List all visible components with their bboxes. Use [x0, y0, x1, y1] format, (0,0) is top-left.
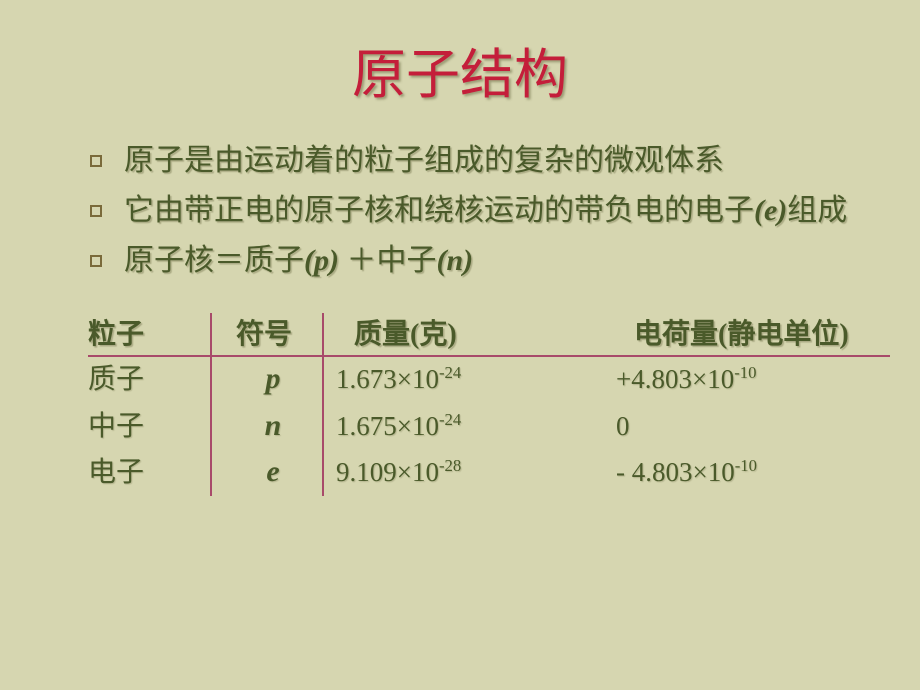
- bullet-em: (e): [754, 194, 787, 227]
- cell-symbol: n: [218, 403, 336, 450]
- page-title: 原子结构: [60, 30, 860, 109]
- bullet-item: 原子是由运动着的粒子组成的复杂的微观体系: [90, 137, 860, 185]
- table-vline: [210, 449, 212, 496]
- header-symbol: 符号: [218, 313, 354, 356]
- bullet-em: (p): [304, 244, 339, 277]
- header-particle: 粒子: [88, 313, 218, 356]
- cell-mass: 9.109×10-28: [336, 452, 616, 494]
- slide: 原子结构 原子是由运动着的粒子组成的复杂的微观体系 它由带正电的原子核和绕核运动…: [0, 0, 920, 690]
- table-vline: [210, 403, 212, 450]
- cell-charge: - 4.803×10-10: [616, 452, 860, 494]
- bullet-text-post: 组成: [787, 194, 847, 227]
- table-row: 电子 e 9.109×10-28 - 4.803×10-10: [88, 449, 860, 496]
- table-row: 中子 n 1.675×10-24 0: [88, 403, 860, 450]
- header-mass: 质量(克): [354, 313, 634, 356]
- particle-table: 粒子 符号 质量(克) 电荷量(静电单位) 质子 p 1.673×10-24 +…: [88, 313, 860, 496]
- bullet-text-mid: ＋中子: [339, 244, 437, 277]
- cell-particle: 质子: [88, 358, 218, 401]
- bullet-item: 它由带正电的原子核和绕核运动的带负电的电子(e)组成: [90, 187, 860, 235]
- bullet-text: 原子是由运动着的粒子组成的复杂的微观体系: [124, 144, 724, 177]
- cell-symbol: p: [218, 356, 336, 403]
- bullet-text-pre: 原子核＝质子: [124, 244, 304, 277]
- bullet-item: 原子核＝质子(p) ＋中子(n): [90, 237, 860, 285]
- table-header-row: 粒子 符号 质量(克) 电荷量(静电单位): [88, 313, 860, 356]
- table-vline: [322, 313, 324, 356]
- cell-symbol: e: [218, 449, 336, 496]
- cell-mass: 1.673×10-24: [336, 359, 616, 401]
- table-vline: [210, 356, 212, 403]
- bullet-em: (n): [436, 244, 473, 277]
- header-charge: 电荷量(静电单位): [634, 313, 860, 356]
- bullet-text-pre: 它由带正电的原子核和绕核运动的带负电的电子: [124, 194, 754, 227]
- table-vline: [322, 356, 324, 403]
- cell-mass: 1.675×10-24: [336, 406, 616, 448]
- table-vline: [210, 313, 212, 356]
- table-row: 质子 p 1.673×10-24 +4.803×10-10: [88, 356, 860, 403]
- bullet-list: 原子是由运动着的粒子组成的复杂的微观体系 它由带正电的原子核和绕核运动的带负电的…: [90, 137, 860, 285]
- cell-charge: 0: [616, 406, 860, 448]
- cell-particle: 中子: [88, 405, 218, 448]
- table-vline: [322, 403, 324, 450]
- cell-particle: 电子: [88, 451, 218, 494]
- table-vline: [322, 449, 324, 496]
- cell-charge: +4.803×10-10: [616, 359, 860, 401]
